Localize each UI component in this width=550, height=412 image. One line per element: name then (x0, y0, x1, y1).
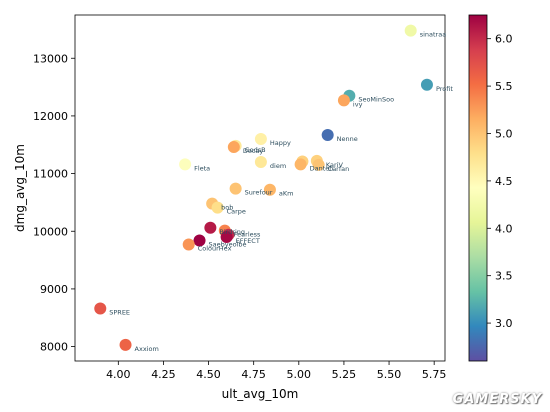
colorbar-tick-label: 4.0 (495, 222, 513, 235)
colorbar (468, 14, 488, 362)
colorbar-ticks: 3.0 3.5 4.0 4.5 5.0 5.5 6.0 (487, 33, 513, 330)
y-tick-label: 12000 (33, 110, 68, 123)
x-tick-label: 5.75 (422, 368, 447, 381)
data-points (94, 24, 433, 351)
colorbar-tick-label: 6.0 (495, 33, 513, 46)
x-tick-label: 5.00 (287, 368, 312, 381)
x-tick-label: 4.00 (106, 368, 131, 381)
point-label: ColourHex (198, 245, 232, 253)
point-label: ivy (353, 100, 363, 108)
plot-border (74, 14, 446, 362)
colorbar-tick-label: 3.5 (495, 270, 513, 283)
point-label: diem (270, 162, 286, 170)
point-label: SeoMinSoo (358, 96, 394, 104)
point-label: KariV (326, 161, 344, 169)
x-tick-label: 5.25 (332, 368, 357, 381)
y-tick-label: 9000 (40, 283, 68, 296)
point-spree (94, 302, 107, 315)
point-decay (227, 141, 240, 154)
point-carpe (211, 201, 224, 214)
x-axis-title: ult_avg_10m (222, 387, 299, 401)
point-profit (420, 78, 433, 91)
point-colourhex (182, 238, 195, 251)
point-axxiom (119, 338, 132, 351)
point-label: Carpe (227, 208, 246, 216)
point-diem (254, 156, 267, 169)
point-danteh (294, 158, 307, 171)
y-axis-title: dmg_avg_10m (13, 144, 27, 232)
point-label: bob (221, 204, 233, 212)
point-label: EFFECT (236, 237, 260, 245)
point-label: Fleta (194, 164, 210, 172)
y-tick-label: 13000 (33, 52, 68, 65)
point-akm (263, 183, 276, 196)
point-label: Profit (436, 85, 453, 93)
point-birdring (204, 221, 217, 234)
point-label: aKm (279, 190, 294, 198)
colorbar-tick-label: 3.0 (495, 317, 513, 330)
y-tick-label: 10000 (33, 225, 68, 238)
point-label: Axxiom (135, 345, 159, 353)
point-ivy (337, 94, 350, 107)
colorbar-tick-label: 5.5 (495, 80, 513, 93)
colorbar-tick-label: 5.0 (495, 127, 513, 140)
point-label: Birdring (219, 228, 245, 236)
colorbar-tick-label: 4.5 (495, 175, 513, 188)
x-tick-label: 4.75 (241, 368, 266, 381)
point-label: SPREE (109, 309, 130, 317)
point-surefour (229, 182, 242, 195)
watermark: GAMERSKY (452, 392, 542, 407)
x-tick-label: 5.50 (377, 368, 402, 381)
point-label: Decay (243, 147, 264, 155)
point-label: GodsB (245, 146, 266, 154)
plot-area (74, 14, 446, 362)
x-tick-label: 4.25 (151, 368, 176, 381)
point-label: Fearless (234, 231, 261, 239)
x-tick-label: 4.50 (196, 368, 221, 381)
point-label: Carfan (328, 165, 350, 173)
point-sinatraa (404, 24, 417, 37)
point-happy (254, 132, 267, 145)
point-effect (220, 231, 233, 244)
point-saebyeolbe (193, 234, 206, 247)
point-label: Saebyeolbe (209, 240, 247, 248)
point-label: Surefour (245, 189, 273, 197)
point-nenne (321, 128, 334, 141)
y-tick-label: 11000 (33, 168, 68, 181)
point-fleta (179, 158, 192, 171)
point-label: Happy (270, 139, 291, 147)
point-label: sinatraa (420, 31, 446, 39)
point-label: Nenne (337, 135, 358, 143)
y-tick-label: 8000 (40, 341, 68, 354)
y-axis-ticks: 8000 9000 10000 11000 12000 13000 (33, 52, 75, 354)
point-carfan (312, 158, 325, 171)
x-axis-ticks: 4.00 4.25 4.50 4.75 5.00 5.25 5.50 5.75 (106, 361, 446, 381)
point-label: Danteh (310, 164, 334, 172)
